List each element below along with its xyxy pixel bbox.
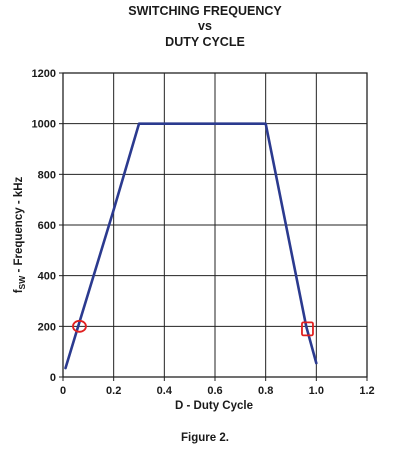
y-tick-label: 0	[50, 372, 56, 384]
title-line-3: DUTY CYCLE	[165, 35, 245, 49]
title-line-2: vs	[198, 19, 212, 33]
y-axis-label-rest: - Frequency - kHz	[13, 176, 25, 275]
plot-area: 0 0.2 0.4 0.6 0.8 1.0 1.2 0 200 400 600 800 1000 1200	[32, 68, 375, 397]
y-tick-label: 1000	[32, 119, 56, 131]
x-tick-label: 0.8	[258, 385, 273, 397]
y-tick-label: 600	[38, 220, 56, 232]
title-line-1: SWITCHING FREQUENCY	[128, 4, 282, 18]
chart-title: SWITCHING FREQUENCY vs DUTY CYCLE	[128, 4, 282, 49]
series-line	[64, 122, 318, 370]
x-tick-label: 0.6	[207, 385, 222, 397]
y-axis-label: fSW - Frequency - kHz	[13, 176, 27, 293]
highlight-square-marker	[301, 321, 314, 337]
y-tick-label: 1200	[32, 68, 56, 80]
x-axis-label: D - Duty Cycle	[175, 400, 253, 412]
highlight-circle-marker	[72, 319, 87, 333]
x-tick-label: 0	[60, 385, 66, 397]
y-tick-label: 400	[38, 271, 56, 283]
y-axis-label-main: f	[13, 289, 25, 293]
x-tick-label: 1.2	[359, 385, 374, 397]
x-tick-label: 1.0	[309, 385, 324, 397]
y-axis-label-subscript: SW	[17, 275, 27, 290]
y-tick-label: 800	[38, 169, 56, 181]
x-tick-label: 0.4	[157, 385, 173, 397]
y-tick-label: 200	[38, 321, 56, 333]
x-tick-label: 0.2	[106, 385, 121, 397]
figure-caption: Figure 2.	[181, 432, 229, 444]
